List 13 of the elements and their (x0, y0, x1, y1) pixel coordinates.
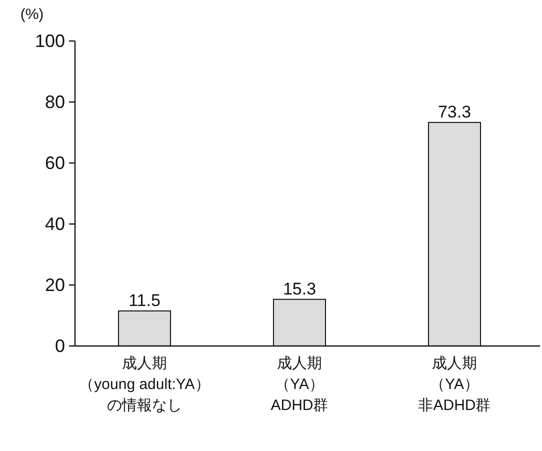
y-tick-label: 40 (44, 214, 65, 234)
x-tick-label: 成人期（YA）ADHD群 (270, 355, 328, 414)
y-tick-label: 80 (44, 92, 65, 112)
data-label: 11.5 (128, 290, 160, 310)
x-tick-label: 成人期（YA）非ADHD群 (418, 355, 491, 414)
y-axis-title: (%) (20, 6, 44, 23)
y-tick-label: 100 (34, 31, 65, 51)
x-tick-label: 成人期（young adult:YA）の情報なし (79, 355, 210, 414)
data-label: 15.3 (282, 279, 316, 298)
data-label: 73.3 (438, 102, 472, 122)
y-tick-label: 60 (44, 153, 65, 173)
y-tick-label: 20 (44, 275, 65, 295)
y-tick-label: 0 (54, 336, 65, 356)
